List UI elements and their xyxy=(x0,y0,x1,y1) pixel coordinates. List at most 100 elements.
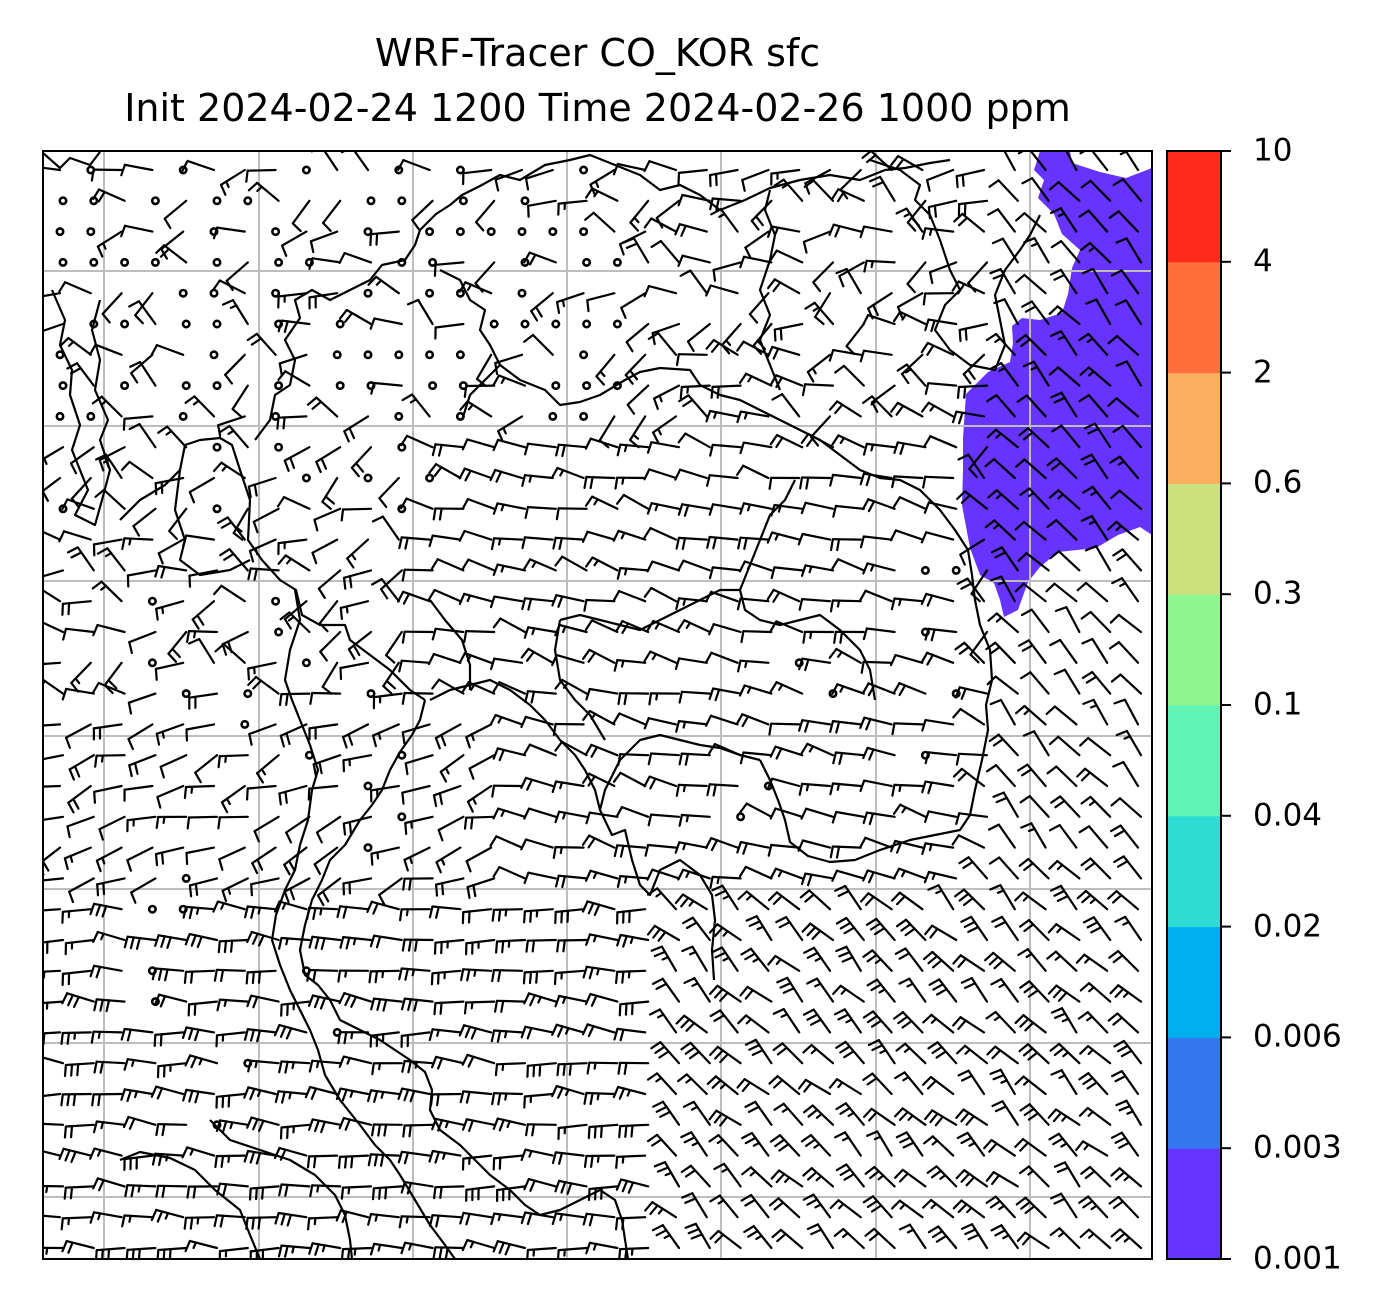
wind-barb xyxy=(1016,1231,1050,1250)
wind-barb xyxy=(1016,394,1047,418)
wind-barb xyxy=(679,384,711,400)
wind-barb xyxy=(867,1038,896,1065)
wind-barb xyxy=(154,934,188,949)
wind-barb xyxy=(520,1025,554,1040)
wind-barb xyxy=(708,503,742,516)
wind-barb xyxy=(587,1123,619,1140)
wind-barb xyxy=(554,555,588,572)
calm-wind-marker xyxy=(951,565,961,575)
wind-barb xyxy=(956,577,986,603)
wind-barb xyxy=(1115,729,1143,757)
wind-barb xyxy=(220,784,246,814)
wind-barb xyxy=(336,905,370,919)
colorbar-tick-label: 4 xyxy=(1253,243,1273,280)
wind-barb xyxy=(551,594,585,608)
wind-barb xyxy=(768,1075,801,1096)
wind-barb xyxy=(186,629,219,644)
wind-barb xyxy=(459,1211,493,1226)
wind-barb xyxy=(983,1138,1016,1157)
wind-barb xyxy=(612,529,647,542)
wind-barb xyxy=(385,630,403,664)
wind-barb xyxy=(647,752,681,766)
wind-barb xyxy=(1107,890,1140,911)
wind-barb xyxy=(431,627,465,641)
wind-barb xyxy=(1046,765,1078,788)
wind-barb xyxy=(317,569,342,600)
wind-barb xyxy=(612,589,647,603)
wind-barb xyxy=(181,1146,216,1159)
wind-barb xyxy=(213,1214,246,1228)
wind-barb xyxy=(704,837,739,852)
wind-barb xyxy=(127,692,157,715)
calm-wind-marker xyxy=(579,227,589,237)
wind-barb xyxy=(675,353,708,367)
wind-barb xyxy=(60,1216,92,1231)
wind-barb xyxy=(711,884,739,911)
wind-barb xyxy=(960,976,989,1003)
wind-barb xyxy=(342,815,373,836)
calm-wind-marker xyxy=(520,319,530,329)
wind-barb xyxy=(523,251,557,266)
wind-barb xyxy=(94,754,126,768)
wind-barb xyxy=(245,168,277,183)
wind-barb xyxy=(342,877,373,896)
wind-barb xyxy=(581,648,616,664)
wind-barb xyxy=(859,716,893,731)
calm-wind-marker xyxy=(363,227,373,237)
wind-barb xyxy=(984,458,1016,480)
wind-barb xyxy=(427,588,462,603)
calm-wind-marker xyxy=(212,381,222,391)
wind-barb xyxy=(1109,613,1143,634)
wind-barb xyxy=(1046,519,1078,541)
wind-barb xyxy=(736,340,770,356)
wind-barb xyxy=(58,530,92,543)
calm-wind-marker xyxy=(147,966,157,976)
calm-wind-marker xyxy=(178,411,188,421)
wind-barb xyxy=(157,538,185,565)
wind-barb xyxy=(520,776,554,791)
wind-barb xyxy=(893,441,927,455)
wind-barb xyxy=(433,938,465,955)
wind-barb xyxy=(828,647,862,664)
wind-barb xyxy=(707,742,742,757)
wind-barb xyxy=(321,661,339,695)
wind-barb xyxy=(955,490,989,510)
wind-barb xyxy=(583,1091,616,1106)
wind-barb xyxy=(402,1123,434,1138)
wind-barb xyxy=(156,1062,188,1079)
wind-barb xyxy=(129,361,157,387)
wind-barb xyxy=(646,868,681,881)
wind-barb xyxy=(738,865,773,880)
calm-wind-marker xyxy=(397,812,407,822)
wind-barb xyxy=(677,868,711,881)
wind-barb xyxy=(66,815,95,839)
calm-wind-marker xyxy=(209,288,219,298)
wind-barb xyxy=(1110,1228,1143,1250)
wind-barb xyxy=(1112,548,1143,572)
calm-wind-marker xyxy=(579,411,589,421)
wind-barb xyxy=(253,815,280,843)
wind-barb xyxy=(766,531,801,544)
wind-barb xyxy=(681,945,708,972)
wind-barb xyxy=(866,978,896,1003)
wind-barb xyxy=(186,1185,219,1199)
wind-barb xyxy=(991,237,1019,264)
wind-barb xyxy=(340,1185,373,1200)
wind-barb xyxy=(279,1123,311,1140)
wind-barb xyxy=(928,261,958,285)
wind-barb xyxy=(552,845,585,860)
wind-barb xyxy=(126,569,157,588)
wind-barb xyxy=(892,1011,924,1034)
wind-barb xyxy=(862,1072,893,1096)
wind-barb xyxy=(339,661,370,681)
wind-barb xyxy=(551,780,585,794)
wind-barb xyxy=(43,1184,65,1194)
wind-barb xyxy=(1078,1072,1109,1096)
wind-barb xyxy=(61,687,95,701)
wind-barb xyxy=(67,784,92,814)
wind-barb xyxy=(705,474,739,487)
wind-barb xyxy=(430,969,462,986)
wind-barb xyxy=(68,754,95,781)
calm-wind-marker xyxy=(271,411,281,421)
wind-barb xyxy=(70,661,92,693)
